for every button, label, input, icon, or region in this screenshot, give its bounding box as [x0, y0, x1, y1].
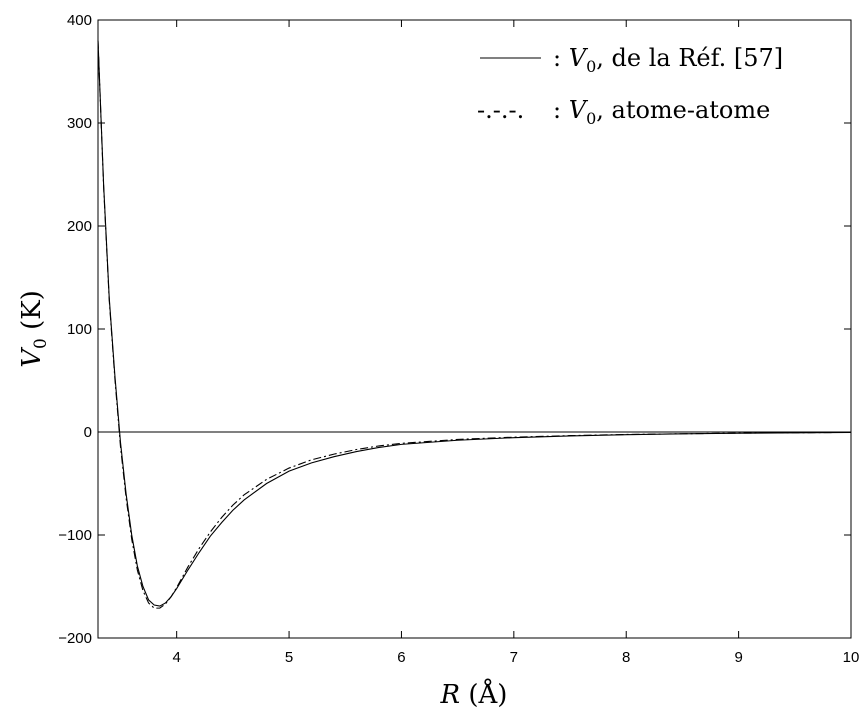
- y-tick-label: 400: [67, 12, 92, 29]
- x-tick-label: 9: [734, 649, 742, 666]
- y-tick-label: 200: [67, 218, 92, 235]
- x-tick-label: 7: [510, 649, 518, 666]
- legend-dashdot-marker: -.-.-.: [477, 96, 524, 124]
- y-tick-label: 0: [84, 424, 92, 441]
- x-axis-label: R (Å): [440, 678, 508, 710]
- y-tick-label: 100: [67, 321, 92, 338]
- x-tick-label: 8: [622, 649, 630, 666]
- y-axis-label: V0 (K): [17, 290, 51, 368]
- y-tick-label: −200: [58, 630, 92, 647]
- y-tick-label: 300: [67, 115, 92, 132]
- x-tick-label: 6: [397, 649, 405, 666]
- legend-item-1: : V0, de la Réf. [57]: [553, 44, 783, 76]
- series-line-2: [97, 40, 852, 609]
- x-tick-label: 4: [172, 649, 180, 666]
- x-ticks: 4 5 6 7 8 9 10: [172, 20, 859, 666]
- x-tick-label: 5: [285, 649, 293, 666]
- y-tick-label: −100: [58, 527, 92, 544]
- x-tick-label: 10: [843, 649, 860, 666]
- legend-item-2: : V0, atome-atome: [553, 96, 770, 128]
- series-group: [97, 40, 852, 609]
- plot-area: [97, 19, 852, 639]
